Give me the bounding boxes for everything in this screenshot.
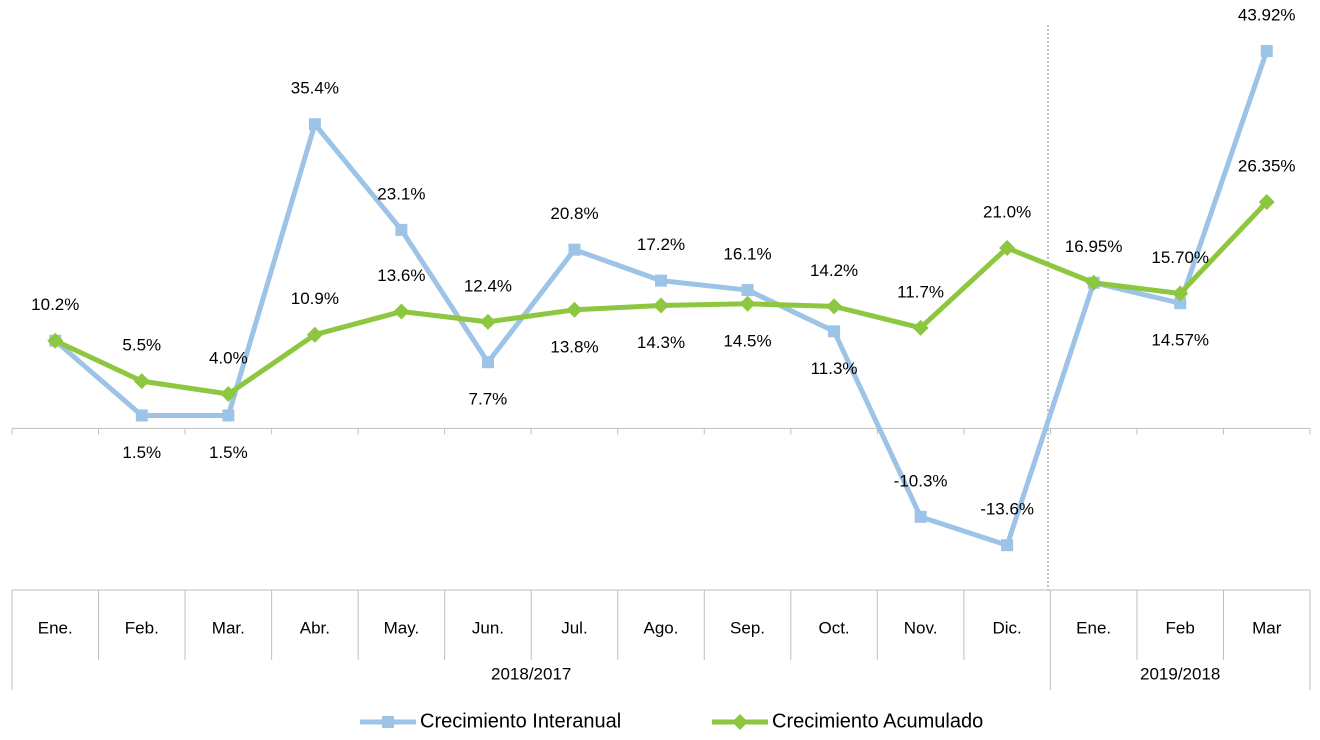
marker <box>306 326 323 343</box>
data-label: 11.3% <box>811 359 858 378</box>
x-tick-label: Oct. <box>818 618 849 637</box>
marker <box>568 243 581 256</box>
x-tick-label: Ago. <box>644 618 679 637</box>
marker <box>479 313 496 330</box>
marker <box>1258 193 1275 210</box>
data-label: 14.5% <box>723 331 771 350</box>
marker <box>1085 274 1102 291</box>
marker <box>912 319 929 336</box>
marker <box>308 118 321 131</box>
marker <box>220 386 237 402</box>
data-label: -13.6% <box>980 500 1034 519</box>
data-label: 5.5% <box>122 336 161 355</box>
x-tick-label: Ene. <box>38 618 73 637</box>
marker <box>382 716 394 728</box>
data-label: 16.1% <box>723 245 771 264</box>
marker <box>1260 45 1273 58</box>
data-label: 16.95% <box>1065 237 1123 256</box>
x-tick-label: Feb <box>1166 618 1195 637</box>
marker <box>222 409 235 422</box>
data-label: 23.1% <box>377 184 425 203</box>
marker <box>914 510 927 523</box>
x-tick-label: Dic. <box>992 618 1021 637</box>
x-tick-label: Ene. <box>1076 618 1111 637</box>
marker <box>481 356 494 369</box>
marker <box>1174 297 1187 310</box>
marker <box>826 298 843 315</box>
legend-label: Crecimiento Acumulado <box>772 710 983 732</box>
data-label: 11.7% <box>897 282 944 301</box>
marker <box>395 223 408 236</box>
data-label: 14.3% <box>637 333 685 352</box>
data-label: 1.5% <box>122 443 161 462</box>
data-label: -10.3% <box>894 471 948 490</box>
marker <box>732 714 748 730</box>
x-tick-label: Nov. <box>904 618 938 637</box>
marker <box>828 325 841 338</box>
data-label: 26.35% <box>1238 156 1296 175</box>
marker <box>741 284 754 297</box>
marker <box>566 301 583 318</box>
legend-label: Crecimiento Interanual <box>420 710 621 732</box>
data-label: 1.5% <box>209 443 248 462</box>
x-tick-label: Jul. <box>561 618 587 637</box>
marker <box>999 239 1016 256</box>
marker <box>655 274 667 287</box>
x-tick-label: Abr. <box>300 618 330 637</box>
data-label: 14.2% <box>810 261 858 280</box>
group-label: 2018/2017 <box>491 664 571 683</box>
x-tick-label: May. <box>384 618 420 637</box>
data-label: 7.7% <box>469 390 508 409</box>
x-tick-label: Jun. <box>472 618 504 637</box>
marker <box>1172 285 1189 302</box>
marker <box>135 409 148 422</box>
x-tick-label: Mar. <box>212 618 245 637</box>
group-label: 2019/2018 <box>1140 664 1220 683</box>
data-label: 14.57% <box>1151 331 1209 350</box>
data-label: 13.8% <box>550 337 598 356</box>
data-label: 35.4% <box>291 79 339 98</box>
data-label: 12.4% <box>464 276 512 295</box>
data-label: 15.70% <box>1151 248 1209 267</box>
data-label: 10.9% <box>291 289 339 308</box>
x-tick-label: Mar <box>1252 618 1282 637</box>
data-label: 43.92% <box>1238 6 1296 25</box>
x-tick-label: Sep. <box>730 618 765 637</box>
marker <box>1001 539 1014 552</box>
data-label: 20.8% <box>550 204 598 223</box>
marker <box>653 297 669 314</box>
data-label: 10.2% <box>31 295 79 314</box>
data-label: 17.2% <box>637 235 685 254</box>
marker <box>133 373 150 390</box>
marker <box>739 295 756 312</box>
marker <box>47 332 64 349</box>
data-label: 4.0% <box>209 348 248 367</box>
x-tick-label: Feb. <box>125 618 159 637</box>
marker <box>393 303 410 320</box>
data-label: 13.6% <box>377 266 425 285</box>
data-label: 21.0% <box>983 202 1031 221</box>
